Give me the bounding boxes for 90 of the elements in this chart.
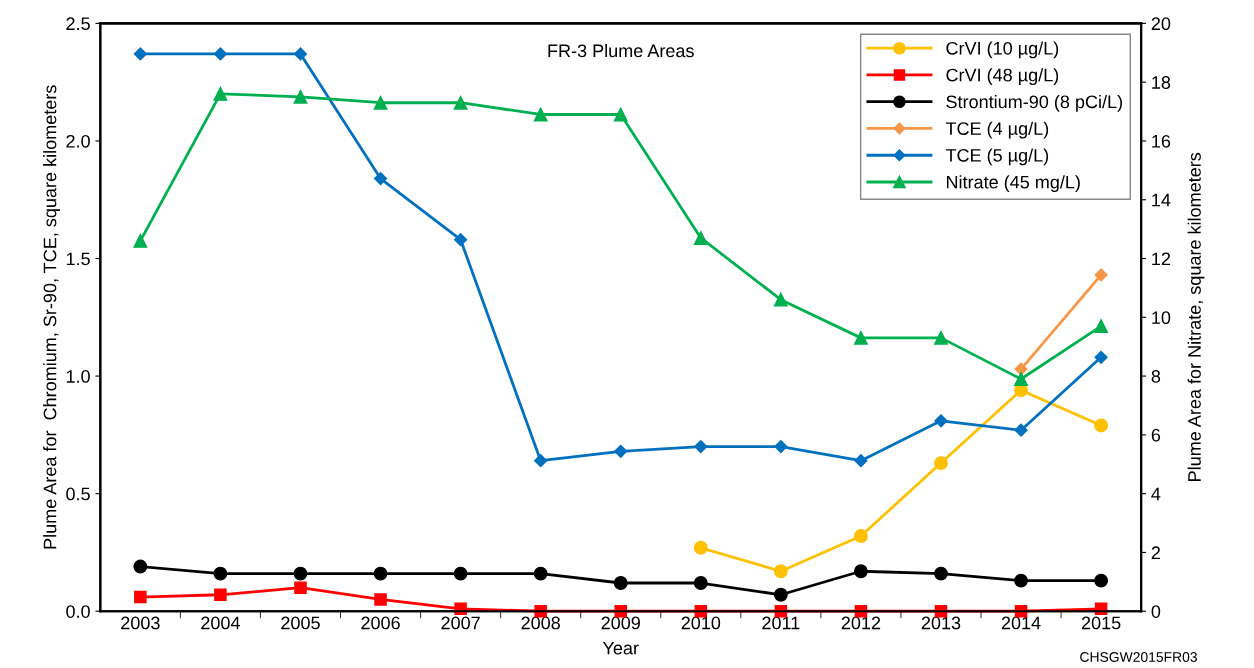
x-tick-label: 2013	[921, 616, 961, 630]
x-tick-label: 2005	[281, 616, 320, 630]
point	[213, 566, 228, 581]
point	[1094, 350, 1108, 364]
point	[773, 587, 788, 602]
point	[534, 454, 548, 468]
point	[293, 89, 308, 104]
point	[693, 576, 708, 590]
text: CHSGW2015FR03	[1080, 652, 1197, 662]
x-tick-label: 2006	[361, 616, 400, 630]
point	[294, 581, 307, 594]
point	[293, 47, 308, 61]
x-tick-label: 2015	[1081, 616, 1121, 630]
point	[533, 566, 548, 581]
point	[693, 230, 708, 245]
x-tick-label: 2009	[601, 616, 640, 630]
point	[374, 593, 387, 606]
x-tick-label: 2007	[441, 616, 480, 630]
y-tick-label: 1.0	[66, 370, 90, 383]
point	[1094, 418, 1109, 433]
point	[134, 590, 147, 604]
y-tick-label: 2.5	[66, 17, 90, 31]
point	[133, 47, 147, 61]
point	[853, 330, 868, 345]
point	[853, 564, 868, 579]
legend-label: Strontium-90 (8 pCi/L)	[946, 94, 1122, 112]
point	[613, 576, 628, 590]
x-tick-label: 2014	[1001, 616, 1041, 630]
point	[453, 566, 468, 581]
point	[934, 330, 948, 345]
y-tick-label: 2.0	[66, 134, 90, 148]
point	[1094, 268, 1108, 282]
y2-tick-label: 10	[1152, 311, 1171, 325]
point	[453, 95, 468, 110]
legend-label: CrVI (48 µg/L)	[946, 68, 1059, 86]
y2-tick-label: 12	[1152, 252, 1171, 266]
point	[773, 292, 788, 307]
point	[934, 566, 948, 581]
y-tick-label: 1.5	[66, 252, 90, 266]
y2-tick-label: 0	[1151, 605, 1161, 618]
legend-label: TCE (4 µg/L)	[945, 121, 1049, 139]
legend-label: CrVI (10 µg/L)	[946, 41, 1059, 59]
y2-tick-label: 14	[1152, 193, 1171, 207]
point	[773, 564, 788, 579]
point	[614, 444, 628, 458]
point	[1094, 573, 1109, 588]
y2-tick-label: 18	[1152, 76, 1171, 89]
point	[1014, 423, 1028, 437]
point	[293, 566, 308, 581]
y2-tick-label: 20	[1151, 17, 1171, 31]
y2-tick-label: 4	[1151, 487, 1161, 501]
legend-label: TCE (5 µg/L)	[945, 148, 1049, 166]
point	[613, 107, 628, 122]
point	[1014, 573, 1028, 588]
y2-tick-label: 2	[1151, 546, 1160, 559]
y-tick-label: 0.5	[66, 487, 90, 501]
y2-tick-label: 6	[1151, 428, 1161, 442]
x-tick-label: 2004	[201, 616, 240, 630]
point	[854, 454, 868, 468]
point	[213, 86, 228, 101]
x-tick-label: 2008	[521, 616, 560, 630]
y2-tick-label: 16	[1152, 134, 1171, 148]
point	[1094, 319, 1109, 334]
legend-label: Nitrate (45 mg/L)	[946, 175, 1080, 193]
point	[693, 540, 708, 555]
point	[133, 559, 148, 574]
x-tick-label: 2012	[841, 616, 881, 630]
x-tick-label: 2011	[762, 616, 800, 630]
x-tick-label: 2010	[681, 616, 721, 630]
y2-axis-title: Plume Area for Nitrate, square kilometers	[1187, 152, 1205, 481]
y-axis-title: Plume Area for Chromium, Sr-90, TCE, square kilometers	[43, 85, 60, 549]
point	[454, 233, 468, 247]
y2-tick-label: 8	[1151, 370, 1161, 383]
point	[214, 588, 227, 602]
point	[373, 171, 388, 186]
x-tick-label: 2003	[121, 616, 160, 630]
point	[934, 456, 948, 471]
point	[533, 107, 548, 122]
point	[373, 566, 388, 581]
point	[694, 440, 708, 454]
point	[213, 47, 228, 61]
point	[133, 233, 148, 248]
point	[853, 529, 868, 543]
y-tick-label: 0.0	[66, 605, 90, 618]
x-axis-title: Year	[602, 641, 639, 655]
point	[1014, 372, 1028, 386]
point	[774, 440, 788, 454]
point	[373, 95, 388, 110]
text: FR-3 Plume Areas	[548, 43, 694, 58]
point	[934, 414, 948, 428]
